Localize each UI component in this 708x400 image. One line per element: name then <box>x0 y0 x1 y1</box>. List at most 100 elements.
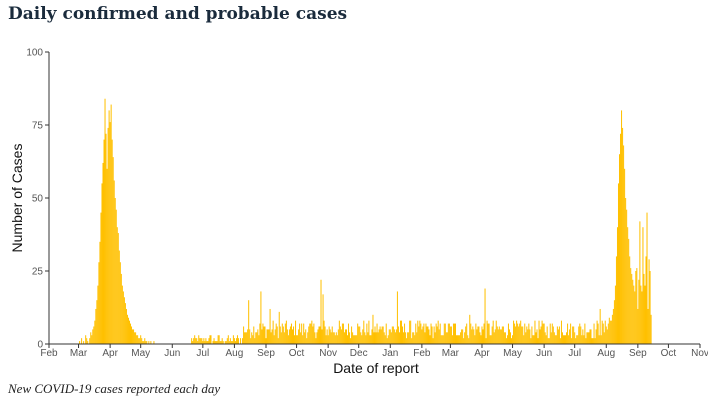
bar <box>366 323 368 344</box>
bar <box>254 338 256 344</box>
bar <box>278 311 280 344</box>
bars-group <box>79 98 652 345</box>
bar <box>298 329 300 344</box>
bar <box>285 320 287 344</box>
bar <box>100 212 102 344</box>
bar <box>587 332 589 344</box>
bar <box>202 341 204 344</box>
bar <box>488 323 490 344</box>
bar <box>372 314 374 344</box>
bar <box>567 323 569 344</box>
bar <box>349 332 351 344</box>
bar <box>583 335 585 344</box>
bar <box>206 341 208 344</box>
bar <box>432 338 434 344</box>
bar <box>490 335 492 344</box>
x-tick-label: Aug <box>226 348 244 359</box>
bar <box>257 329 259 344</box>
bar <box>229 338 231 344</box>
bar <box>267 329 269 344</box>
bar <box>648 259 650 344</box>
bar <box>566 332 568 344</box>
bar <box>471 329 473 344</box>
bar <box>203 338 205 344</box>
bar <box>379 326 381 344</box>
bar <box>636 268 638 344</box>
bar <box>539 329 541 344</box>
bar <box>416 332 418 344</box>
y-tick-label: 100 <box>26 48 43 59</box>
bar <box>528 323 530 344</box>
bar <box>384 335 386 344</box>
bar <box>518 326 520 344</box>
bar <box>217 335 219 344</box>
bar <box>516 320 518 344</box>
bar <box>552 326 554 344</box>
bar <box>591 338 593 344</box>
x-tick-label: Jun <box>536 348 552 359</box>
bar <box>551 323 553 344</box>
bar <box>340 329 342 344</box>
bar <box>385 323 387 344</box>
bar <box>524 323 526 344</box>
bar <box>410 320 412 344</box>
bar <box>606 329 608 344</box>
bar <box>574 332 576 344</box>
bar <box>394 332 396 344</box>
bar <box>595 329 597 344</box>
bar <box>457 335 459 344</box>
bar <box>641 291 643 344</box>
bar <box>303 323 305 344</box>
bar <box>337 329 339 344</box>
bar <box>305 329 307 344</box>
bar <box>625 198 627 344</box>
bar <box>634 291 636 344</box>
bar <box>466 323 468 344</box>
bar <box>572 326 574 344</box>
bar <box>422 326 424 344</box>
bar <box>146 341 148 344</box>
bar <box>550 332 552 344</box>
bar <box>588 332 590 344</box>
bar <box>495 320 497 344</box>
bar <box>118 250 120 344</box>
bar <box>325 335 327 344</box>
bar <box>557 329 559 344</box>
bar <box>456 335 458 344</box>
bar <box>579 323 581 344</box>
bar <box>132 329 134 344</box>
bar <box>586 332 588 344</box>
bar <box>573 326 575 344</box>
x-tick-label: Feb <box>40 348 58 359</box>
bar <box>632 279 634 344</box>
bar <box>94 320 96 344</box>
x-tick-label: Jul <box>196 348 209 359</box>
bar <box>270 332 272 344</box>
bar <box>214 341 216 344</box>
bar <box>252 335 254 344</box>
bar <box>83 341 85 344</box>
bar <box>342 323 344 344</box>
bar <box>547 338 549 344</box>
bar <box>637 308 639 344</box>
x-tick-label: Aug <box>597 348 615 359</box>
bar <box>310 323 312 344</box>
bar <box>650 314 652 344</box>
x-tick-label: Feb <box>413 348 431 359</box>
bar <box>108 110 110 345</box>
x-tick-label: Apr <box>474 348 490 359</box>
bar <box>584 323 586 344</box>
bar <box>288 329 290 344</box>
bar <box>520 320 522 344</box>
bar <box>143 341 145 344</box>
bar <box>272 320 274 344</box>
bar <box>544 332 546 344</box>
bar <box>363 320 365 344</box>
bar <box>96 300 98 344</box>
bar <box>236 335 238 344</box>
bar <box>461 329 463 344</box>
bar <box>92 329 94 344</box>
bar <box>362 329 364 344</box>
y-axis-title: Number of Cases <box>9 144 25 253</box>
bar <box>230 341 232 344</box>
